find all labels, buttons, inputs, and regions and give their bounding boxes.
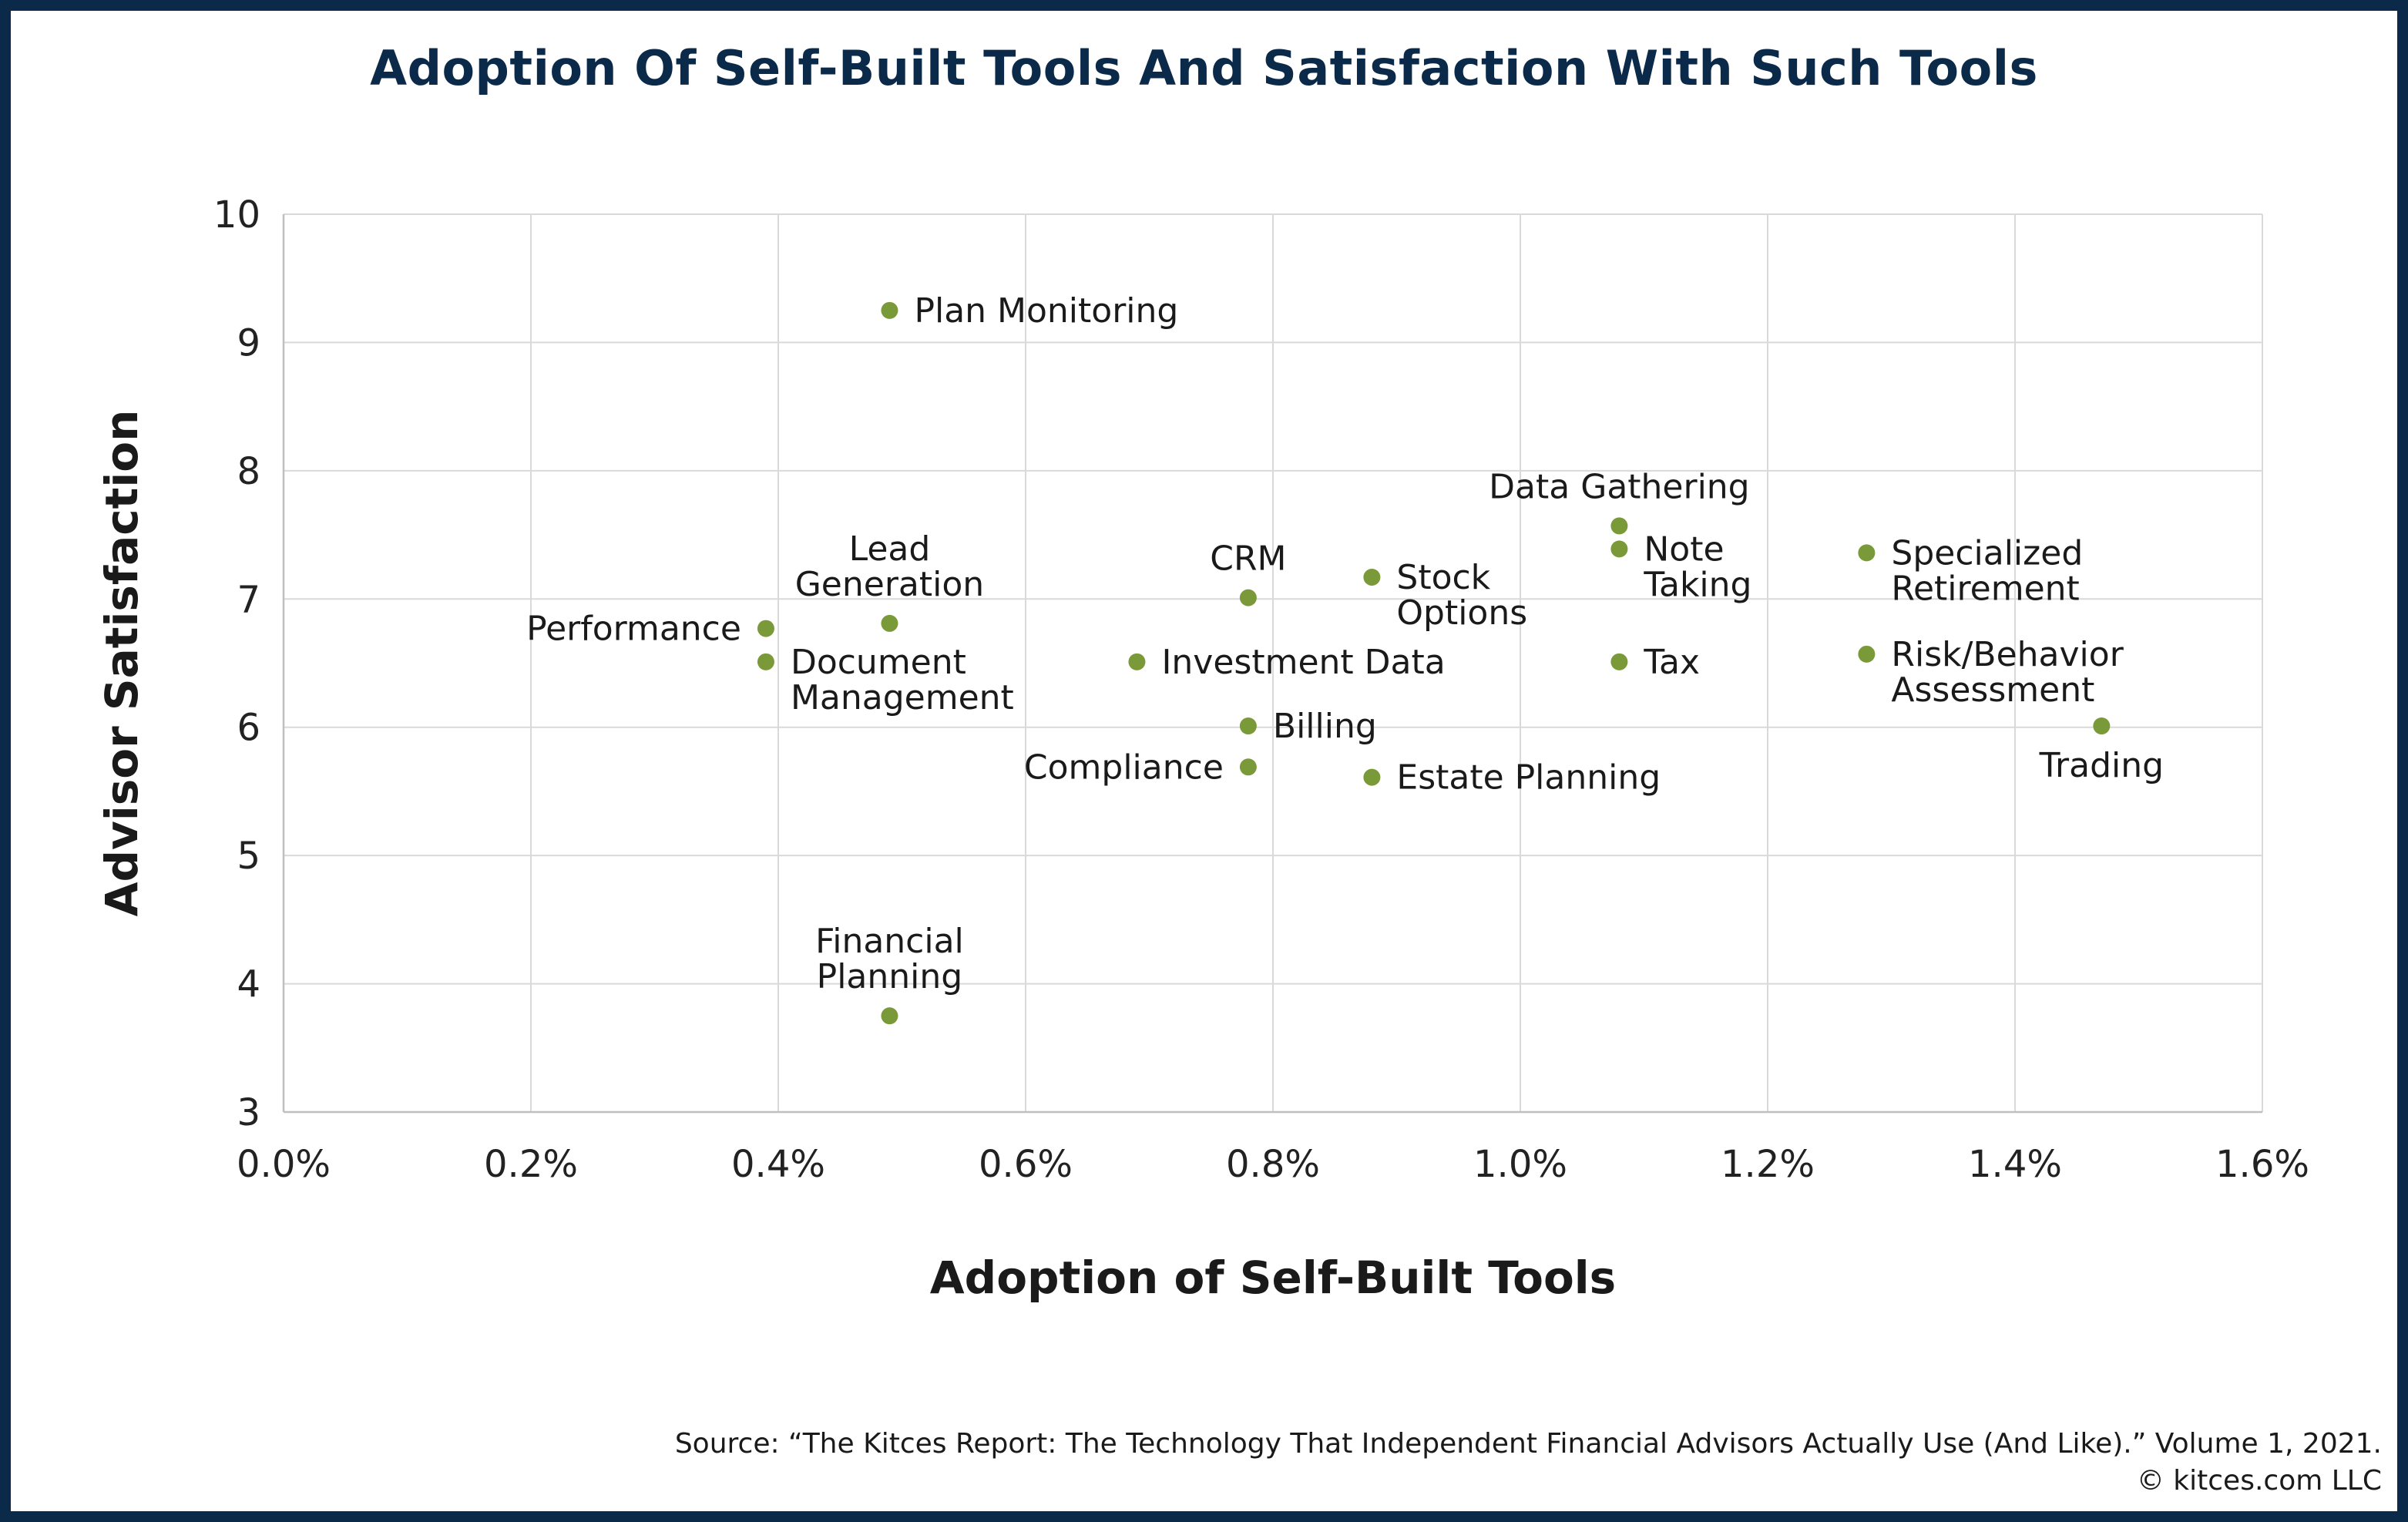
point-label-line: Billing xyxy=(1273,707,1377,746)
scatter-point xyxy=(1858,645,1876,663)
y-tick-label: 7 xyxy=(237,578,260,621)
x-tick-label: 0.0% xyxy=(237,1143,331,1186)
point-label-line: CRM xyxy=(1210,539,1286,579)
point-label-line: Generation xyxy=(795,565,984,604)
point-label-line: Management xyxy=(791,678,1014,717)
scatter-point xyxy=(2093,717,2111,735)
x-tick-label: 1.2% xyxy=(1721,1143,1815,1186)
x-tick-label: 1.0% xyxy=(1473,1143,1567,1186)
point-label-line: Data Gathering xyxy=(1489,467,1749,506)
axes: 0.0% 0.2% 0.4% 0.6% 0.8% 1.0% 1.2% 1.4% 1.6% 3 4 5 6… xyxy=(96,193,2309,1304)
scatter-point xyxy=(757,653,774,670)
y-tick-label: 10 xyxy=(213,193,260,237)
copyright-text: © kitces.com LLC xyxy=(2136,1465,2382,1497)
point-label-line: Options xyxy=(1396,593,1527,633)
point-label: Stock Options xyxy=(1396,558,1527,633)
y-tick-label: 4 xyxy=(237,963,260,1006)
point-label: Estate Planning xyxy=(1396,758,1661,798)
point-label-line: Taking xyxy=(1643,565,1751,604)
point-label-line: Stock xyxy=(1396,558,1490,597)
y-tick-label: 8 xyxy=(237,450,260,493)
x-tick-label: 0.6% xyxy=(979,1143,1073,1186)
y-tick-label: 3 xyxy=(237,1091,260,1134)
x-axis-title: Adoption of Self-Built Tools xyxy=(930,1252,1616,1304)
point-label: Billing xyxy=(1273,707,1377,746)
x-tick-label: 0.4% xyxy=(731,1143,825,1186)
scatter-point xyxy=(1610,517,1628,535)
scatter-point xyxy=(881,301,898,319)
scatter-point xyxy=(1239,717,1257,735)
point-label-line: Estate Planning xyxy=(1396,758,1661,798)
y-tick-label: 9 xyxy=(237,321,260,365)
scatter-point xyxy=(1128,653,1146,670)
point-label: Data Gathering xyxy=(1489,467,1749,506)
point-label: Plan Monitoring xyxy=(914,291,1178,331)
point-label: Note Taking xyxy=(1643,529,1751,604)
x-tick-label: 0.2% xyxy=(484,1143,578,1186)
point-label-line: Tax xyxy=(1643,643,1700,682)
point-label-line: Plan Monitoring xyxy=(914,291,1178,331)
scatter-point xyxy=(1858,544,1876,562)
point-label: Compliance xyxy=(1024,748,1224,787)
x-tick-label: 0.8% xyxy=(1226,1143,1320,1186)
point-label-line: Performance xyxy=(526,610,741,649)
y-axis-title: Advisor Satisfaction xyxy=(96,410,148,917)
point-label-line: Trading xyxy=(2039,746,2164,785)
point-label: Risk/Behavior Assessment xyxy=(1891,635,2124,710)
source-note: Source: “The Kitces Report: The Technolo… xyxy=(675,1426,2382,1500)
point-label: Financial Planning xyxy=(815,922,964,996)
point-label: CRM xyxy=(1210,539,1286,579)
point-label: Investment Data xyxy=(1161,643,1445,682)
point-label-line: Retirement xyxy=(1891,569,2079,608)
scatter-point xyxy=(1363,768,1381,786)
point-label: Performance xyxy=(526,610,741,649)
y-tick-label: 5 xyxy=(237,835,260,878)
point-label: Document Management xyxy=(791,643,1014,717)
point-label-line: Specialized xyxy=(1891,533,2083,573)
data-points xyxy=(757,301,2111,1025)
scatter-point xyxy=(757,620,774,637)
x-tick-label: 1.6% xyxy=(2215,1143,2309,1186)
point-label-line: Compliance xyxy=(1024,748,1224,787)
point-label-line: Planning xyxy=(817,957,963,996)
scatter-point xyxy=(1239,758,1257,776)
point-label-line: Lead xyxy=(849,529,931,569)
scatter-point xyxy=(1610,540,1628,558)
point-label: Trading xyxy=(2039,746,2164,785)
scatter-point xyxy=(881,1007,898,1025)
scatter-point xyxy=(881,614,898,632)
point-label: Lead Generation xyxy=(795,529,984,604)
x-tick-label: 1.4% xyxy=(1968,1143,2062,1186)
point-label-line: Document xyxy=(791,643,966,682)
point-label-line: Note xyxy=(1644,529,1724,569)
point-label: Specialized Retirement xyxy=(1891,533,2083,608)
point-labels: Plan Monitoring Data Gathering Note Taking S… xyxy=(526,291,2164,996)
y-tick-label: 6 xyxy=(237,707,260,750)
scatter-point xyxy=(1363,568,1381,586)
chart-title: Adoption Of Self-Built Tools And Satisfa… xyxy=(370,40,2038,96)
scatter-point xyxy=(1239,589,1257,606)
point-label-line: Assessment xyxy=(1891,670,2094,710)
point-label-line: Investment Data xyxy=(1161,643,1445,682)
point-label: Tax xyxy=(1643,643,1700,682)
point-label-line: Financial xyxy=(815,922,964,961)
scatter-point xyxy=(1610,653,1628,670)
point-label-line: Risk/Behavior xyxy=(1891,635,2124,674)
source-text: Source: “The Kitces Report: The Technolo… xyxy=(674,1428,2382,1460)
